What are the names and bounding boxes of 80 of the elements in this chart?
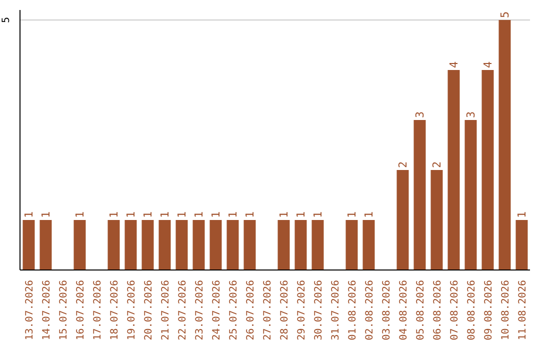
data-label: 1 xyxy=(158,211,172,218)
bar xyxy=(516,220,528,270)
data-label: 1 xyxy=(40,211,53,218)
x-tick-label: 07.08.2026 xyxy=(450,280,460,340)
bar xyxy=(430,170,443,270)
data-label: 1 xyxy=(516,211,529,218)
x-tick-label: 30.07.2026 xyxy=(314,280,324,340)
x-tick-label: 06.08.2026 xyxy=(432,280,444,340)
x-tick-label: 24.07.2026 xyxy=(212,280,222,340)
bar xyxy=(482,70,494,270)
data-label: 1 xyxy=(176,211,189,218)
x-tick-label: 31.07.2026 xyxy=(330,280,342,340)
data-label: 1 xyxy=(346,211,359,218)
bar xyxy=(278,220,290,270)
bar xyxy=(176,220,188,270)
bar xyxy=(464,120,477,270)
data-label: 1 xyxy=(278,211,291,218)
x-tick-label: 22.07.2026 xyxy=(178,280,188,340)
data-label: 3 xyxy=(464,111,478,118)
data-label: 5 xyxy=(498,11,512,18)
bar xyxy=(158,220,171,270)
bar xyxy=(498,20,511,270)
bar xyxy=(226,220,239,270)
x-tick-label: 09.08.2026 xyxy=(484,280,494,340)
bar xyxy=(362,220,375,270)
data-label: 1 xyxy=(294,211,308,218)
x-tick-label: 17.07.2026 xyxy=(92,280,104,340)
x-tick-label: 02.08.2026 xyxy=(364,280,376,340)
bar xyxy=(244,220,256,270)
x-tick-label: 15.07.2026 xyxy=(58,280,70,340)
bar xyxy=(346,220,358,270)
x-tick-label: 14.07.2026 xyxy=(42,280,52,340)
x-tick-label: 19.07.2026 xyxy=(126,280,138,340)
x-tick-label: 08.08.2026 xyxy=(466,280,478,340)
data-label: 4 xyxy=(482,61,495,68)
data-label: 1 xyxy=(192,211,206,218)
bar xyxy=(294,220,307,270)
data-label: 1 xyxy=(312,211,325,218)
bar xyxy=(396,170,409,270)
data-label: 1 xyxy=(142,211,155,218)
bar xyxy=(124,220,137,270)
data-label: 1 xyxy=(226,211,240,218)
data-label: 1 xyxy=(362,211,376,218)
x-tick-label: 01.08.2026 xyxy=(348,280,358,340)
x-tick-label: 05.08.2026 xyxy=(416,280,426,340)
bar xyxy=(210,220,222,270)
bar xyxy=(142,220,154,270)
bar xyxy=(40,220,52,270)
x-tick-label: 25.07.2026 xyxy=(228,280,240,340)
x-tick-label: 16.07.2026 xyxy=(76,280,86,340)
x-tick-label: 26.07.2026 xyxy=(246,280,256,340)
bar xyxy=(74,220,86,270)
bar xyxy=(22,220,35,270)
bar xyxy=(108,220,120,270)
x-tick-label: 20.07.2026 xyxy=(144,280,154,340)
x-tick-label: 28.07.2026 xyxy=(280,280,290,340)
x-tick-label: 23.07.2026 xyxy=(194,280,206,340)
data-label: 1 xyxy=(22,211,36,218)
data-label: 1 xyxy=(244,211,257,218)
x-tick-label: 21.07.2026 xyxy=(160,280,172,340)
data-label: 2 xyxy=(396,161,410,168)
x-tick-label: 11.08.2026 xyxy=(518,280,528,340)
x-tick-label: 18.07.2026 xyxy=(110,280,120,340)
data-label: 1 xyxy=(74,211,87,218)
bar xyxy=(192,220,205,270)
data-label: 4 xyxy=(448,61,461,68)
data-label: 2 xyxy=(430,161,444,168)
data-label: 1 xyxy=(108,211,121,218)
bar xyxy=(448,70,460,270)
x-tick-label: 29.07.2026 xyxy=(296,280,308,340)
x-tick-label: 13.07.2026 xyxy=(24,280,36,340)
data-label: 1 xyxy=(124,211,138,218)
bar xyxy=(414,120,426,270)
bar xyxy=(312,220,324,270)
x-tick-label: 04.08.2026 xyxy=(398,280,410,340)
data-label: 3 xyxy=(414,111,427,118)
x-tick-label: 10.08.2026 xyxy=(500,280,512,340)
data-label: 1 xyxy=(210,211,223,218)
x-tick-label: 27.07.2026 xyxy=(262,280,274,340)
x-tick-label: 03.08.2026 xyxy=(382,280,392,340)
